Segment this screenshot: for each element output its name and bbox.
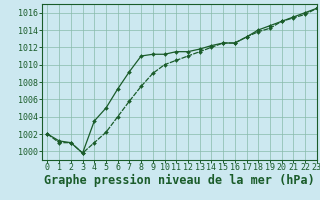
X-axis label: Graphe pression niveau de la mer (hPa): Graphe pression niveau de la mer (hPa) <box>44 174 315 187</box>
